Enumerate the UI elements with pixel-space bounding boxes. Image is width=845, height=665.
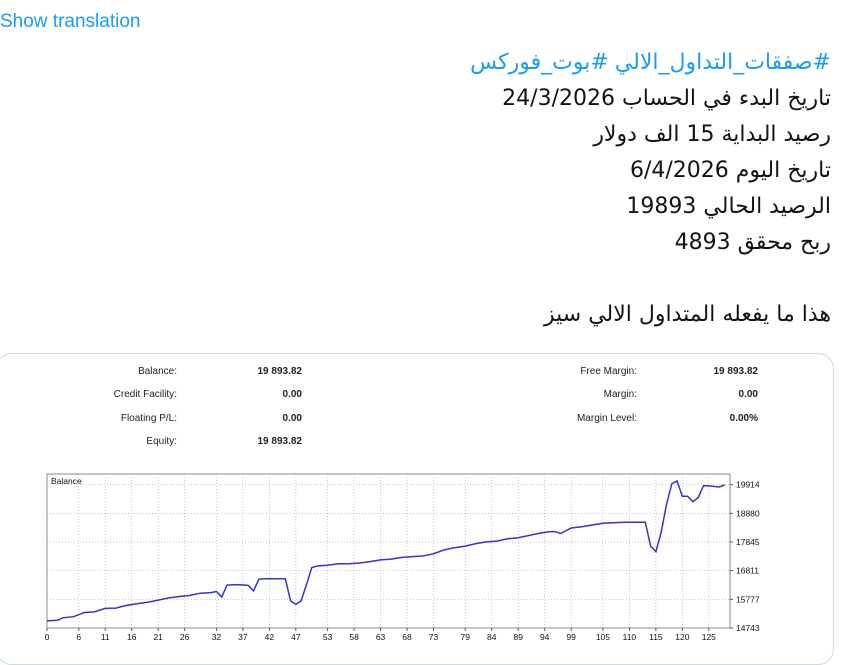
y-tick-label: 18880	[736, 508, 760, 518]
hashtags-line: #صفقات_التداول_الالي#بوت_فوركس	[11, 45, 831, 81]
x-tick-label: 21	[153, 632, 163, 642]
post-line-start-date: تاريخ البدء في الحساب 24/3/2026	[502, 86, 831, 111]
x-tick-label: 63	[376, 632, 386, 642]
x-tick-label: 37	[238, 632, 248, 642]
x-tick-label: 0	[45, 632, 50, 642]
x-tick-label: 125	[702, 632, 716, 642]
x-tick-label: 73	[429, 632, 439, 642]
y-tick-label: 19914	[736, 480, 760, 490]
y-tick-label: 14743	[736, 623, 760, 633]
media-image[interactable]: Balance: 19 893.82 Credit Facility: 0.00…	[0, 353, 834, 665]
x-tick-label: 68	[402, 632, 412, 642]
x-tick-label: 53	[323, 632, 333, 642]
post-line-today-date: تاريخ اليوم 6/4/2026	[629, 158, 831, 183]
post-line-profit: ربح محقق 4893	[674, 230, 831, 255]
floating-pl-value: 0.00	[282, 413, 302, 424]
floating-pl-label: Floating P/L:	[120, 413, 177, 424]
x-tick-label: 16	[127, 632, 137, 642]
post-text: #صفقات_التداول_الالي#بوت_فوركس تاريخ الب…	[11, 45, 831, 333]
x-tick-label: 120	[675, 632, 689, 642]
show-translation-link[interactable]: Show translation	[0, 11, 141, 32]
margin-value: 0.00	[738, 389, 758, 400]
hashtag-link[interactable]: #صفقات_التداول_الالي	[614, 50, 831, 75]
x-tick-label: 94	[540, 632, 550, 642]
x-tick-label: 89	[513, 632, 523, 642]
credit-facility-label: Credit Facility:	[113, 389, 177, 400]
post-line-current-balance: الرصيد الحالي 19893	[626, 194, 831, 219]
x-tick-label: 99	[566, 632, 576, 642]
y-tick-label: 17845	[736, 537, 760, 547]
x-tick-label: 47	[291, 632, 301, 642]
x-tick-label: 32	[212, 632, 222, 642]
free-margin-value: 19 893.82	[713, 366, 759, 377]
x-tick-label: 11	[101, 632, 110, 642]
chart-title: Balance	[51, 476, 82, 486]
free-margin-label: Free Margin:	[580, 366, 637, 377]
y-tick-label: 16811	[736, 566, 759, 576]
balance-chart-svg: Balance 0 6 11 16 21 26 32 37 42 47 53 58 63 68 73 79 84…	[45, 473, 760, 642]
x-tick-label: 79	[461, 632, 471, 642]
balance-value: 19 893.82	[257, 366, 303, 377]
x-tick-label: 26	[180, 632, 190, 642]
margin-label: Margin:	[603, 389, 637, 400]
x-tick-label: 115	[649, 632, 663, 642]
x-tick-label: 58	[349, 632, 359, 642]
hashtag-link[interactable]: #بوت_فوركس	[470, 50, 609, 75]
x-tick-label: 6	[76, 632, 81, 642]
credit-facility-value: 0.00	[282, 389, 302, 400]
post-line-closing: هذا ما يفعله المتداول الالي سيز	[543, 302, 831, 327]
equity-value: 19 893.82	[257, 436, 303, 447]
margin-level-value: 0.00%	[729, 413, 758, 424]
x-tick-label: 110	[623, 632, 637, 642]
balance-series-line	[46, 479, 725, 622]
x-tick-label: 42	[265, 632, 275, 642]
post-line-start-balance: رصيد البداية 15 الف دولار	[593, 122, 831, 147]
x-tick-label: 84	[487, 632, 497, 642]
x-tick-label: 105	[596, 632, 610, 642]
plot-frame	[46, 473, 731, 629]
balance-label: Balance:	[138, 366, 177, 377]
margin-level-label: Margin Level:	[576, 413, 637, 424]
equity-label: Equity:	[146, 436, 177, 447]
y-tick-label: 15777	[736, 594, 760, 604]
balance-chart: Balance 0 6 11 16 21 26 32 37 42 47 53 58 63 68 73 79 84…	[45, 472, 765, 657]
